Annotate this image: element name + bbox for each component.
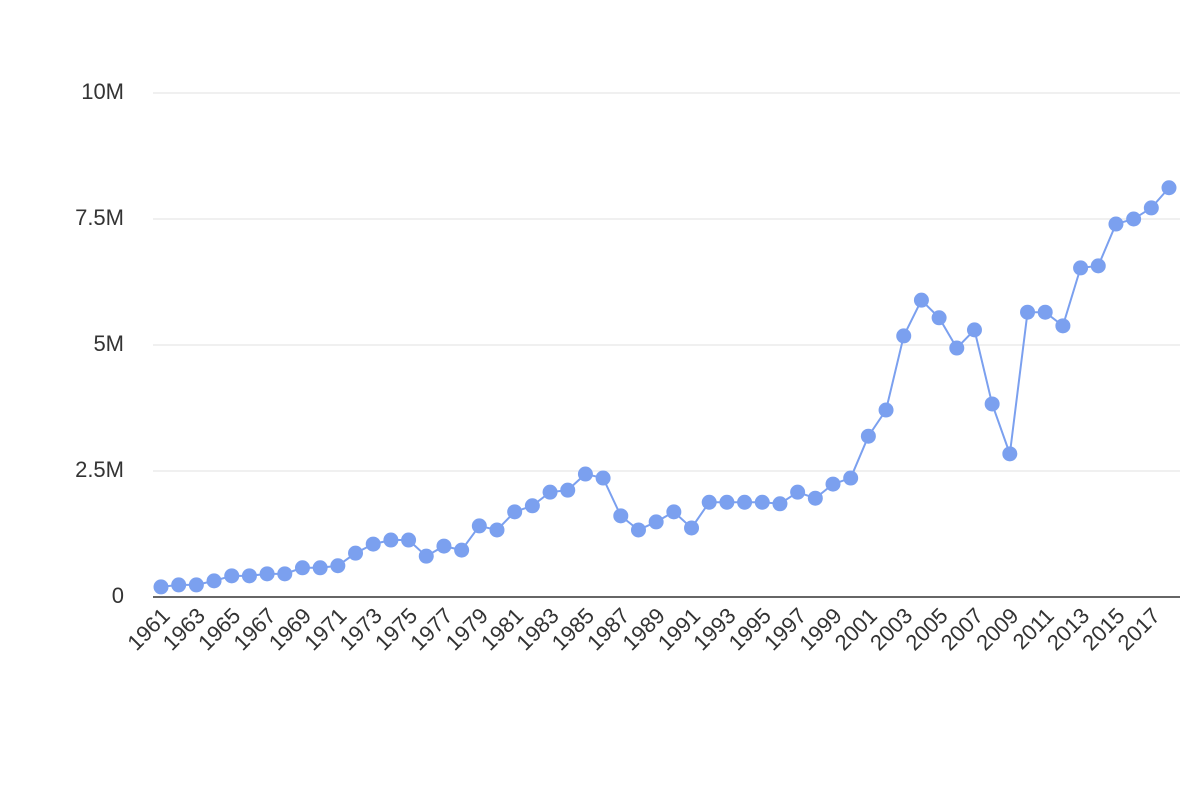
point [684, 520, 700, 536]
point [294, 560, 310, 576]
point [171, 577, 187, 593]
point [312, 560, 328, 576]
point [1055, 318, 1071, 334]
point [843, 470, 859, 486]
y-tick-label: 7.5M [75, 205, 124, 230]
y-tick-label: 5M [93, 331, 124, 356]
point [613, 508, 629, 524]
point [913, 292, 929, 308]
point [896, 328, 912, 344]
point [454, 542, 470, 558]
y-tick-label: 0 [112, 583, 124, 608]
point [772, 496, 788, 512]
point [259, 566, 275, 582]
point [701, 494, 717, 510]
point [471, 518, 487, 534]
point [383, 532, 399, 548]
point [1002, 446, 1018, 462]
point [595, 470, 611, 486]
point [330, 558, 346, 574]
point [577, 466, 593, 482]
point [1090, 258, 1106, 274]
point [1037, 304, 1053, 320]
point [542, 484, 558, 500]
point [807, 490, 823, 506]
point [224, 568, 240, 584]
y-tick-label: 10M [81, 79, 124, 104]
point [949, 340, 965, 356]
point [1108, 216, 1124, 232]
point [153, 579, 169, 595]
point [790, 484, 806, 500]
point [1161, 180, 1177, 196]
point [489, 522, 505, 538]
point [524, 498, 540, 514]
point [666, 504, 682, 520]
point [241, 568, 257, 584]
point [719, 494, 735, 510]
point [436, 538, 452, 554]
point [365, 536, 381, 552]
point [754, 494, 770, 510]
point [206, 573, 222, 589]
point [878, 402, 894, 418]
point [1143, 200, 1159, 216]
point [1073, 260, 1089, 276]
point [560, 482, 576, 498]
point [984, 396, 1000, 412]
point [737, 494, 753, 510]
point [966, 322, 982, 338]
point [1020, 304, 1036, 320]
y-tick-label: 2.5M [75, 457, 124, 482]
point [860, 428, 876, 444]
point [825, 476, 841, 492]
point [648, 514, 664, 530]
x-tick-label: 2017 [1113, 603, 1165, 655]
line [160, 187, 1170, 588]
point [188, 577, 204, 593]
point [931, 310, 947, 326]
point [507, 504, 523, 520]
point [418, 548, 434, 564]
point [630, 522, 646, 538]
point [401, 532, 417, 548]
point [277, 566, 293, 582]
point [1126, 211, 1142, 227]
point [348, 545, 364, 561]
